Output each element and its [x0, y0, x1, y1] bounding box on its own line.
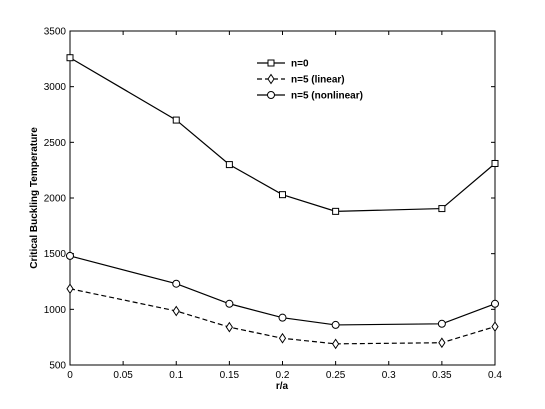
y-tick-label: 3500 — [44, 27, 67, 38]
legend-item: n=5 (nonlinear) — [257, 91, 363, 102]
legend-marker — [267, 73, 275, 85]
x-tick-label: 0.4 — [488, 370, 502, 381]
data-point — [172, 279, 181, 288]
data-point — [438, 337, 446, 349]
y-tick-label: 1500 — [44, 249, 67, 260]
data-point — [172, 305, 180, 317]
y-tick-label: 2500 — [44, 138, 67, 149]
data-point — [225, 321, 233, 333]
legend-label: n=5 (nonlinear) — [291, 91, 363, 102]
data-point — [225, 299, 234, 308]
y-tick-label: 500 — [49, 361, 66, 372]
data-point — [66, 283, 74, 295]
data-point — [172, 116, 180, 124]
data-point — [332, 338, 340, 350]
data-point — [278, 313, 287, 322]
x-tick-label: 0.1 — [169, 370, 183, 381]
y-tick-label: 1000 — [44, 305, 67, 316]
x-axis-ticks: 0 0.05 0.1 0.15 0.2 0.25 0.3 0.35 0.4 — [67, 31, 502, 381]
data-point — [438, 205, 446, 213]
y-tick-label: 2000 — [44, 194, 67, 205]
data-point — [66, 251, 74, 260]
legend-item: n=0 — [257, 59, 309, 70]
x-tick-label: 0.35 — [432, 370, 452, 381]
data-point — [491, 321, 499, 332]
data-point — [491, 299, 499, 308]
x-axis-label: r/a — [276, 381, 289, 392]
legend-label: n=5 (linear) — [291, 75, 345, 86]
legend-item: n=5 (linear) — [257, 73, 345, 86]
data-point — [278, 332, 287, 344]
series-diamond — [66, 283, 499, 350]
data-point — [332, 207, 340, 215]
data-point — [331, 320, 340, 329]
x-tick-label: 0.05 — [113, 370, 133, 381]
legend-label: n=0 — [291, 59, 309, 70]
x-tick-label: 0.2 — [276, 370, 290, 381]
series-line — [69, 57, 496, 212]
x-tick-label: 0 — [67, 370, 73, 381]
data-point — [437, 319, 446, 328]
y-tick-label: 3000 — [44, 82, 67, 93]
legend-marker — [267, 91, 275, 99]
data-point — [491, 159, 499, 167]
legend-marker — [267, 59, 275, 67]
y-axis-label: Critical Buckling Temperature — [29, 127, 40, 269]
legend: n=0 n=5 (linear) n=5 (nonlinear) — [257, 59, 363, 102]
data-point — [279, 191, 286, 199]
data-point — [66, 54, 74, 62]
series-layer — [66, 54, 499, 350]
x-tick-label: 0.25 — [326, 370, 346, 381]
x-tick-label: 0.15 — [220, 370, 240, 381]
series-circle — [66, 251, 499, 329]
x-tick-label: 0.3 — [382, 370, 396, 381]
series-square — [66, 54, 499, 215]
data-point — [225, 161, 233, 169]
